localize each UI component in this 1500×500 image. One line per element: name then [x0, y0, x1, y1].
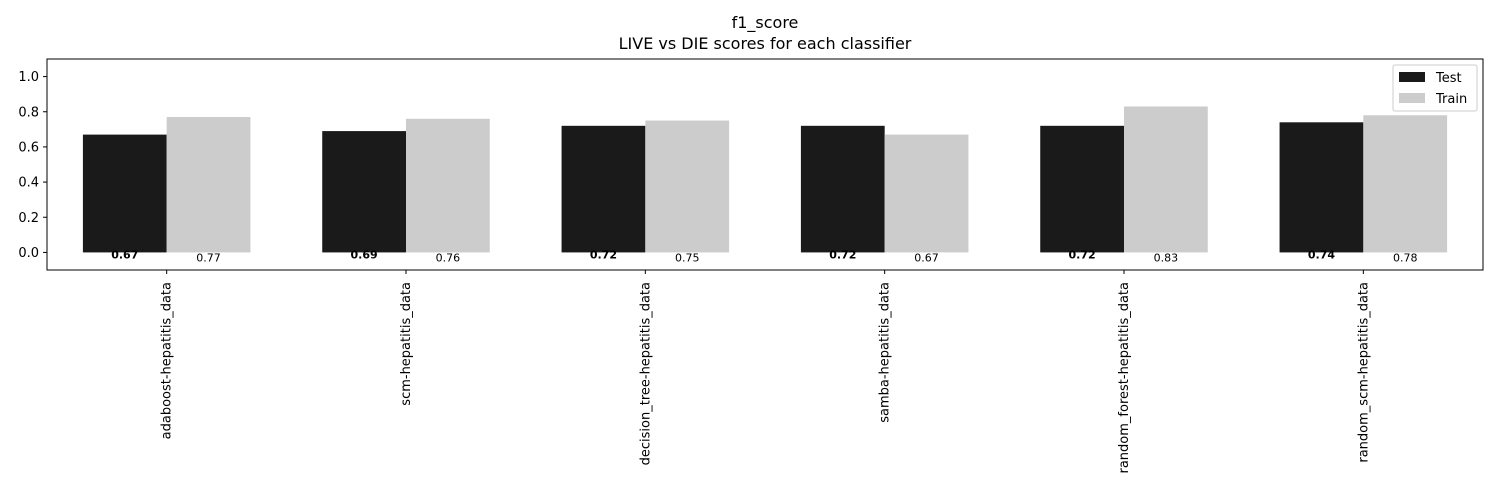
- y-tick-label-3: 0.6: [18, 140, 39, 155]
- bar-train-5: [1363, 115, 1448, 253]
- x-tick-label-2: decision_tree-hepatitis_data: [638, 282, 653, 465]
- y-tick-label-0: 0.0: [18, 246, 39, 261]
- bar-test-2: [561, 125, 646, 253]
- y-tick-label-4: 0.8: [18, 105, 39, 120]
- value-label-test-4: 0.72: [1069, 248, 1096, 261]
- bar-train-4: [1124, 106, 1208, 253]
- x-tick-label-0: adaboost-hepatitis_data: [160, 282, 175, 439]
- value-label-train-2: 0.75: [675, 251, 700, 264]
- chart-subtitle: LIVE vs DIE scores for each classifier: [619, 34, 912, 53]
- value-label-test-5: 0.74: [1308, 248, 1335, 261]
- x-axis: adaboost-hepatitis_data scm-hepatitis_dat…: [160, 270, 1371, 474]
- legend-swatch-train: [1399, 93, 1425, 103]
- value-label-train-1: 0.76: [436, 251, 461, 264]
- value-label-train-4: 0.83: [1154, 251, 1179, 264]
- value-label-train-5: 0.78: [1393, 251, 1418, 264]
- bar-train-0: [166, 117, 251, 253]
- value-label-test-3: 0.72: [829, 248, 856, 261]
- bar-test-5: [1279, 122, 1364, 253]
- value-label-test-1: 0.69: [351, 248, 378, 261]
- value-label-train-0: 0.77: [196, 251, 221, 264]
- y-tick-label-2: 0.4: [18, 176, 39, 191]
- x-tick-label-1: scm-hepatitis_data: [399, 282, 414, 406]
- bar-train-3: [884, 134, 969, 253]
- value-label-test-2: 0.72: [590, 248, 617, 261]
- plot-frame: [46, 58, 1484, 271]
- x-tick-label-5: random_scm-hepatitis_data: [1356, 282, 1371, 463]
- bars-group: [82, 106, 1448, 253]
- y-tick-label-1: 0.2: [18, 211, 39, 226]
- chart-title: f1_score: [732, 13, 799, 33]
- legend: Test Train: [1392, 64, 1478, 112]
- bar-test-0: [82, 134, 167, 253]
- legend-label-train: Train: [1435, 92, 1467, 107]
- value-label-test-0: 0.67: [111, 248, 138, 261]
- bar-train-1: [406, 118, 490, 253]
- bar-test-1: [322, 131, 406, 253]
- bar-test-3: [800, 125, 885, 253]
- value-labels-group: 0.67 0.77 0.69 0.76 0.72 0.75 0.72 0.67 0.72 0.83…: [111, 248, 1417, 264]
- y-tick-label-5: 1.0: [18, 70, 39, 85]
- y-axis: 0.0 0.2 0.4 0.6 0.8 1.0: [18, 70, 47, 261]
- legend-swatch-test: [1399, 72, 1425, 82]
- x-tick-label-3: samba-hepatitis_data: [878, 282, 893, 423]
- bar-test-4: [1040, 125, 1124, 253]
- bar-train-2: [645, 120, 730, 253]
- legend-label-test: Test: [1435, 71, 1462, 86]
- x-tick-label-4: random_forest-hepatitis_data: [1117, 282, 1132, 474]
- value-label-train-3: 0.67: [914, 251, 939, 264]
